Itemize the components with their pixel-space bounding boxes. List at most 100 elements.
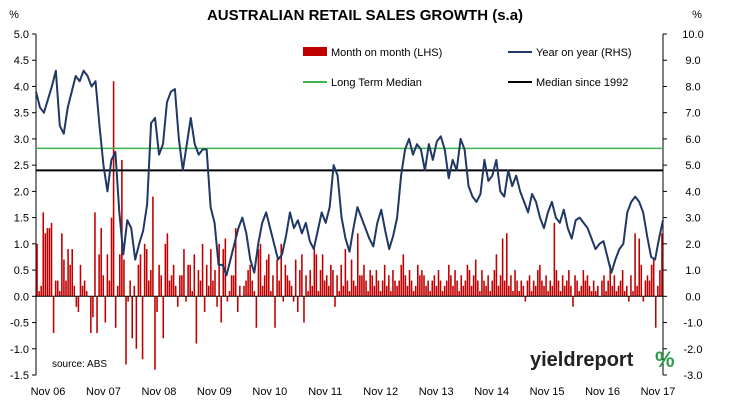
mom-bar <box>61 233 63 297</box>
mom-bar <box>553 222 556 297</box>
mom-bar <box>301 254 303 297</box>
mom-bar <box>381 280 384 297</box>
source-note: source: ABS <box>52 359 107 370</box>
mom-bar <box>309 270 311 297</box>
mom-bar <box>185 296 187 302</box>
mom-bar <box>410 280 413 297</box>
mom-bar <box>158 264 160 297</box>
mom-bar <box>543 285 545 297</box>
mom-bar <box>477 280 479 297</box>
mom-bar <box>214 270 216 297</box>
mom-bar <box>359 275 361 297</box>
mom-bar <box>234 228 237 297</box>
mom-bar <box>427 280 429 297</box>
left-tick-label: 2.5 <box>14 160 29 172</box>
mom-bar <box>143 243 146 297</box>
mom-bar <box>365 280 367 297</box>
left-tick-label: 2.0 <box>14 186 29 198</box>
mom-bar <box>617 285 620 297</box>
mom-bar <box>609 264 612 297</box>
mom-bar <box>183 249 185 297</box>
mom-bar <box>621 270 624 297</box>
right-tick-label: -3.0 <box>684 370 703 382</box>
mom-bar <box>576 280 578 297</box>
mom-bar <box>83 280 86 297</box>
mom-bar <box>516 280 518 297</box>
mom-bar <box>383 264 386 297</box>
mom-bar <box>474 259 477 297</box>
mom-bar <box>261 285 264 297</box>
left-axis-unit: % <box>9 9 19 21</box>
mom-bar <box>81 285 84 297</box>
mom-bar <box>601 280 603 297</box>
mom-bar <box>626 285 628 297</box>
mom-bar <box>330 264 332 297</box>
mom-bar <box>547 291 549 297</box>
mom-bar <box>79 264 82 297</box>
mom-bar <box>305 275 307 297</box>
mom-bar <box>50 222 53 297</box>
mom-bar <box>288 280 291 297</box>
mom-bar <box>499 275 502 297</box>
mom-bar <box>539 264 541 297</box>
mom-bar <box>640 264 643 297</box>
mom-bar <box>154 296 156 370</box>
mom-bar <box>40 285 42 297</box>
mom-bar <box>272 275 274 297</box>
mom-bar <box>197 270 200 297</box>
mom-bar <box>466 264 469 297</box>
mom-bar <box>48 228 51 297</box>
mom-bar <box>398 280 400 297</box>
mom-bar <box>348 291 351 297</box>
mom-bar <box>94 212 96 297</box>
mom-bar <box>147 280 150 297</box>
mom-bar <box>563 285 566 297</box>
mom-bar <box>44 233 47 297</box>
mom-bar <box>630 275 632 297</box>
mom-bar <box>361 275 363 297</box>
mom-bar <box>212 280 214 297</box>
mom-bar <box>417 264 419 297</box>
mom-bar <box>472 275 475 297</box>
right-tick-label: 6.0 <box>685 134 700 146</box>
mom-bar <box>274 296 276 328</box>
mom-bar <box>642 296 645 302</box>
mom-bar <box>561 275 564 297</box>
mom-bar <box>495 254 498 297</box>
mom-bar <box>505 233 508 297</box>
mom-bar <box>613 275 616 297</box>
mom-bar <box>125 296 127 365</box>
mom-bar <box>340 264 343 297</box>
mom-bar <box>156 296 158 313</box>
mom-bar <box>619 280 622 297</box>
legend-label: Month on month (LHS) <box>331 47 442 59</box>
mom-bar <box>373 285 376 297</box>
mom-bar <box>394 280 396 297</box>
mom-bar <box>636 285 638 297</box>
mom-bar <box>268 254 270 297</box>
right-tick-label: 1.0 <box>685 265 700 277</box>
mom-bar <box>590 291 593 297</box>
mom-bar <box>532 280 535 297</box>
mom-bar <box>141 296 144 360</box>
mom-bar <box>137 264 140 297</box>
mom-bar <box>512 291 514 297</box>
mom-bar <box>75 296 78 307</box>
mom-bar <box>454 270 456 297</box>
x-tick-label: Nov 13 <box>419 386 454 398</box>
mom-bar <box>296 296 299 313</box>
mom-bar <box>243 285 245 297</box>
mom-bar <box>119 254 121 297</box>
right-tick-label: 7.0 <box>685 108 700 120</box>
mom-bar <box>644 280 647 297</box>
mom-bar <box>487 275 489 297</box>
mom-bar <box>375 270 378 297</box>
mom-bar <box>208 285 210 297</box>
mom-bar <box>307 291 309 297</box>
mom-bar <box>479 291 481 297</box>
mom-bar <box>437 270 440 297</box>
mom-bar <box>431 280 434 297</box>
mom-bar <box>468 270 471 297</box>
mom-bar <box>290 285 293 297</box>
mom-bar <box>114 296 117 328</box>
